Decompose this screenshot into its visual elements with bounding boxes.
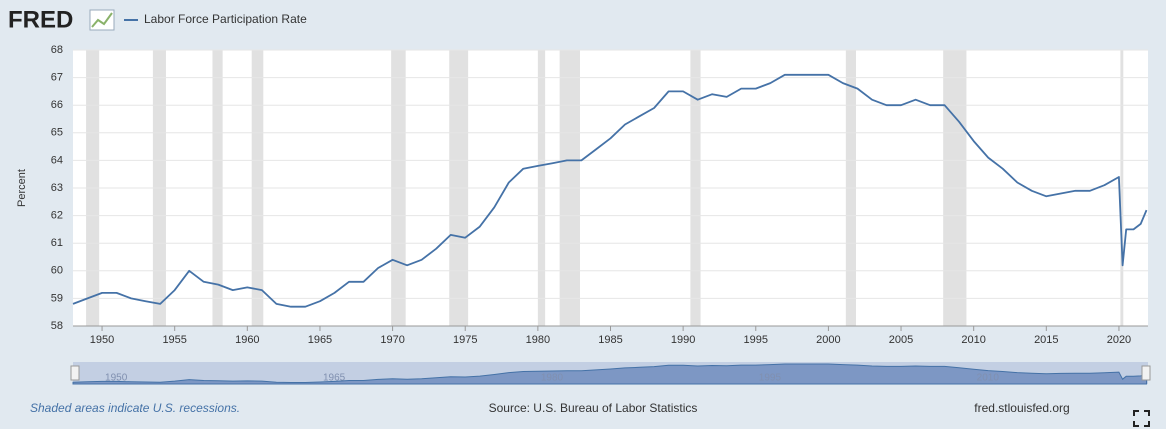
navigator-handle[interactable]	[1141, 365, 1151, 381]
x-tick-label: 1975	[453, 334, 477, 346]
logo: FRED	[8, 6, 73, 33]
navigator-tick-label: 2010	[977, 373, 1000, 384]
y-tick-label: 64	[51, 154, 63, 166]
fullscreen-icon[interactable]	[1133, 410, 1150, 427]
navigator-handle[interactable]	[70, 365, 80, 381]
x-tick-label: 1965	[308, 334, 332, 346]
y-tick-label: 60	[51, 265, 63, 277]
navigator-tick-label: 1965	[323, 373, 346, 384]
x-tick-label: 2020	[1107, 334, 1131, 346]
y-axis-label: Percent	[16, 169, 28, 207]
navigator-tick-label: 1950	[105, 373, 128, 384]
data-line	[72, 73, 1148, 308]
x-tick-label: 2015	[1034, 334, 1058, 346]
x-tick-label: 1995	[744, 334, 768, 346]
y-tick-label: 68	[51, 44, 63, 56]
site-url[interactable]: fred.stlouisfed.org	[974, 401, 1069, 415]
legend-label: Labor Force Participation Rate	[144, 12, 307, 26]
y-tick-label: 61	[51, 237, 63, 249]
x-tick-label: 1970	[380, 334, 404, 346]
y-tick-label: 62	[51, 210, 63, 222]
y-tick-label: 67	[51, 72, 63, 84]
navigator-area	[72, 363, 1148, 385]
y-tick-label: 66	[51, 99, 63, 111]
y-tick-label: 65	[51, 127, 63, 139]
navigator-tick-label: 1980	[541, 373, 564, 384]
x-tick-label: 2010	[961, 334, 985, 346]
logo-icon	[89, 9, 115, 31]
y-tick-label: 63	[51, 182, 63, 194]
navigator-tick-label: 1995	[759, 373, 782, 384]
source: Source: U.S. Bureau of Labor Statistics	[489, 401, 698, 415]
navigator[interactable]: 1950 1965 1980 1995 2010	[70, 362, 1151, 385]
x-tick-label: 1955	[162, 334, 186, 346]
x-tick-label: 1950	[90, 334, 114, 346]
y-tick-label: 59	[51, 292, 63, 304]
x-tick-label: 1980	[526, 334, 550, 346]
x-tick-label: 1990	[671, 334, 695, 346]
x-tick-label: 1960	[235, 334, 259, 346]
x-tick-label: 2000	[816, 334, 840, 346]
footnote: Shaded areas indicate U.S. recessions.	[30, 401, 240, 415]
x-tick-label: 2005	[889, 334, 913, 346]
y-tick-label: 58	[51, 320, 63, 332]
x-tick-label: 1985	[598, 334, 622, 346]
